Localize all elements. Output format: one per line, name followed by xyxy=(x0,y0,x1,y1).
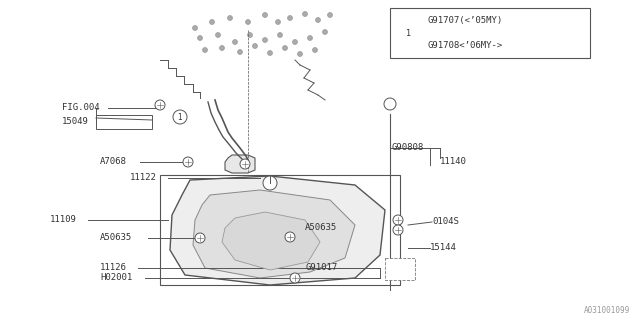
Text: 11126: 11126 xyxy=(100,263,127,273)
Circle shape xyxy=(262,12,268,18)
Text: 1: 1 xyxy=(178,113,182,122)
Text: A7068: A7068 xyxy=(100,157,127,166)
Text: 1: 1 xyxy=(405,28,411,37)
Circle shape xyxy=(303,12,307,17)
Text: 11109: 11109 xyxy=(50,215,77,225)
Text: 15049: 15049 xyxy=(62,117,89,126)
Circle shape xyxy=(275,20,280,25)
Text: A50635: A50635 xyxy=(305,223,337,233)
Circle shape xyxy=(262,37,268,43)
Circle shape xyxy=(268,51,273,55)
Circle shape xyxy=(198,36,202,41)
Polygon shape xyxy=(225,155,255,173)
Text: 0104S: 0104S xyxy=(432,218,459,227)
Text: G91017: G91017 xyxy=(305,263,337,273)
Text: 11122: 11122 xyxy=(130,173,157,182)
Circle shape xyxy=(393,225,403,235)
Circle shape xyxy=(240,159,250,169)
Circle shape xyxy=(248,33,253,37)
Circle shape xyxy=(232,39,237,44)
Text: A50635: A50635 xyxy=(100,234,132,243)
Text: FIG.004: FIG.004 xyxy=(62,103,100,113)
Polygon shape xyxy=(193,190,355,278)
Bar xyxy=(390,8,590,58)
Circle shape xyxy=(399,24,417,42)
Bar xyxy=(160,175,400,285)
Text: G90808: G90808 xyxy=(392,143,424,153)
Circle shape xyxy=(328,12,333,18)
Circle shape xyxy=(323,29,328,35)
Circle shape xyxy=(312,47,317,52)
Text: G91707(<’05MY): G91707(<’05MY) xyxy=(428,16,503,25)
Circle shape xyxy=(253,44,257,49)
Text: H02001: H02001 xyxy=(100,274,132,283)
Polygon shape xyxy=(222,212,320,270)
Text: A031001099: A031001099 xyxy=(584,306,630,315)
Circle shape xyxy=(263,176,277,190)
Circle shape xyxy=(237,50,243,54)
Circle shape xyxy=(195,233,205,243)
Circle shape xyxy=(209,20,214,25)
Circle shape xyxy=(202,47,207,52)
Circle shape xyxy=(246,20,250,25)
Circle shape xyxy=(316,18,321,22)
Circle shape xyxy=(384,98,396,110)
Circle shape xyxy=(307,36,312,41)
Bar xyxy=(385,258,415,280)
Circle shape xyxy=(183,157,193,167)
Circle shape xyxy=(292,39,298,44)
Circle shape xyxy=(220,45,225,51)
Circle shape xyxy=(227,15,232,20)
Circle shape xyxy=(290,273,300,283)
Circle shape xyxy=(282,45,287,51)
Circle shape xyxy=(278,33,282,37)
Text: G91708<’06MY->: G91708<’06MY-> xyxy=(428,41,503,50)
Polygon shape xyxy=(170,176,385,285)
Circle shape xyxy=(216,33,221,37)
Circle shape xyxy=(287,15,292,20)
Bar xyxy=(96,115,152,129)
Circle shape xyxy=(285,232,295,242)
Circle shape xyxy=(393,215,403,225)
Text: 11140: 11140 xyxy=(440,157,467,166)
Circle shape xyxy=(173,110,187,124)
Circle shape xyxy=(193,26,198,30)
Text: 15144: 15144 xyxy=(430,244,457,252)
Circle shape xyxy=(298,52,303,57)
Circle shape xyxy=(155,100,165,110)
